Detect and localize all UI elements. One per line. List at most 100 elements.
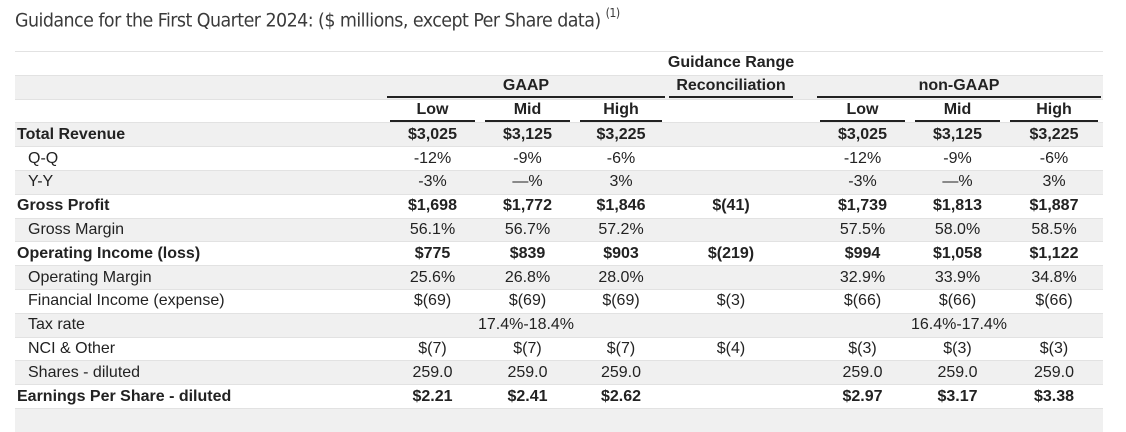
gaap-value: 57.2% (575, 217, 667, 242)
gaap-high-header: High (575, 98, 667, 123)
guidance-table: Guidance Range GAAP Reconciliation non-G… (15, 51, 1103, 432)
non-gaap-header-label: non-GAAP (817, 76, 1101, 99)
non-gaap-value: $3,225 (1005, 122, 1103, 147)
non-gaap-value: -6% (1005, 146, 1103, 171)
reconciliation-value: $(4) (667, 336, 795, 361)
non-gaap-value: $(3) (910, 336, 1005, 361)
table-row: Financial Income (expense) $(69) $(69) $(69… (15, 288, 1103, 314)
row-label: Earnings Per Share - diluted (15, 384, 385, 409)
non-gaap-value: 33.9% (910, 265, 1005, 290)
table-row: Gross Profit $1,698 $1,772 $1,846 $(41) $1,73… (15, 193, 1103, 219)
gaap-value: $(69) (480, 288, 575, 314)
reconciliation-header-label: Reconciliation (669, 76, 793, 99)
row-label: Gross Profit (15, 193, 385, 219)
reconciliation-value (667, 169, 795, 195)
non-gaap-value: 259.0 (910, 360, 1005, 385)
gaap-value: 25.6% (385, 265, 480, 290)
reconciliation-value (667, 312, 795, 338)
gaap-value: $1,698 (385, 193, 480, 219)
gaap-value: 56.7% (480, 217, 575, 242)
reconciliation-value (667, 360, 795, 385)
gaap-value: $2.62 (575, 384, 667, 409)
col-label: Low (820, 100, 905, 122)
table-row: Q-Q -12% -9% -6% -12% -9% -6% (15, 146, 1103, 171)
table-row: Y-Y -3% —% 3% -3% —% 3% (15, 169, 1103, 195)
col-label: High (1010, 100, 1098, 122)
gaap-value: $1,772 (480, 193, 575, 219)
reconciliation-header: Reconciliation (667, 74, 795, 100)
gaap-value: $3,025 (385, 122, 480, 147)
gaap-value: $3,225 (575, 122, 667, 147)
gaap-mid-header: Mid (480, 98, 575, 123)
non-gaap-value: -12% (815, 146, 910, 171)
gaap-low-header: Low (385, 98, 480, 123)
col-label: High (580, 100, 662, 122)
col-label: Low (390, 100, 475, 122)
row-label: Operating Margin (15, 265, 385, 290)
gaap-value: $(69) (385, 288, 480, 314)
table-row: Operating Margin 25.6% 26.8% 28.0% 32.9% 33.9… (15, 265, 1103, 290)
gaap-value: 28.0% (575, 265, 667, 290)
gaap-value: $2.21 (385, 384, 480, 409)
spacer (795, 312, 815, 338)
non-gaap-value: $1,887 (1005, 193, 1103, 219)
non-gaap-value: $(3) (815, 336, 910, 361)
row-label: Y-Y (15, 169, 385, 195)
reconciliation-value: $(3) (667, 288, 795, 314)
header-row-3: Low Mid High Low Mid High (15, 98, 1103, 123)
gaap-value: -6% (575, 146, 667, 171)
non-gaap-value: 259.0 (1005, 360, 1103, 385)
spacer (795, 360, 815, 385)
non-gaap-value: $(66) (910, 288, 1005, 314)
reconciliation-value: $(219) (667, 241, 795, 266)
footnote-marker: (1) (605, 6, 621, 20)
gaap-value: -9% (480, 146, 575, 171)
spacer (795, 288, 815, 314)
gaap-value: $2.41 (480, 384, 575, 409)
spacer (795, 146, 815, 171)
row-label: Tax rate (15, 312, 385, 338)
non-gaap-value: $3.17 (910, 384, 1005, 409)
non-gaap-value: 58.5% (1005, 217, 1103, 242)
col-label: Mid (485, 100, 570, 122)
reconciliation-value: $(41) (667, 193, 795, 219)
non-gaap-value: 32.9% (815, 265, 910, 290)
non-gaap-value: 58.0% (910, 217, 1005, 242)
table-row: Gross Margin 56.1% 56.7% 57.2% 57.5% 58.0% 58.… (15, 217, 1103, 242)
gaap-header: GAAP (385, 74, 667, 100)
non-gaap-value: $(3) (1005, 336, 1103, 361)
row-label: Total Revenue (15, 122, 385, 147)
non-gaap-header: non-GAAP (815, 74, 1103, 100)
gaap-value: $3,125 (480, 122, 575, 147)
spacer (795, 122, 815, 147)
non-gaap-value: -3% (815, 169, 910, 195)
row-label: Financial Income (expense) (15, 288, 385, 314)
non-gaap-value: $(66) (1005, 288, 1103, 314)
non-gaap-high-header: High (1005, 98, 1103, 123)
row-label: Gross Margin (15, 217, 385, 242)
page-title: Guidance for the First Quarter 2024: ($ … (15, 6, 621, 32)
spacer (795, 241, 815, 266)
gaap-value: $775 (385, 241, 480, 266)
header-row-1: Guidance Range (15, 51, 1103, 76)
non-gaap-value: $3,125 (910, 122, 1005, 147)
table-row: Tax rate 17.4%-18.4% 16.4%-17.4% (15, 312, 1103, 338)
spacer (795, 336, 815, 361)
gaap-value: 259.0 (385, 360, 480, 385)
gaap-range-value: 17.4%-18.4% (385, 312, 667, 338)
non-gaap-value: 57.5% (815, 217, 910, 242)
title-text: Guidance for the First Quarter 2024: ($ … (15, 9, 601, 32)
row-label: Shares - diluted (15, 360, 385, 385)
gaap-value: $839 (480, 241, 575, 266)
reconciliation-value (667, 265, 795, 290)
gaap-value: 56.1% (385, 217, 480, 242)
row-label: Operating Income (loss) (15, 241, 385, 266)
non-gaap-value: $1,122 (1005, 241, 1103, 266)
spacer (795, 217, 815, 242)
reconciliation-value (667, 217, 795, 242)
gaap-value: -12% (385, 146, 480, 171)
table-row: Total Revenue $3,025 $3,125 $3,225 $3,025 $3,… (15, 122, 1103, 147)
non-gaap-range-value: 16.4%-17.4% (815, 312, 1103, 338)
reconciliation-value (667, 122, 795, 147)
gaap-value: $1,846 (575, 193, 667, 219)
